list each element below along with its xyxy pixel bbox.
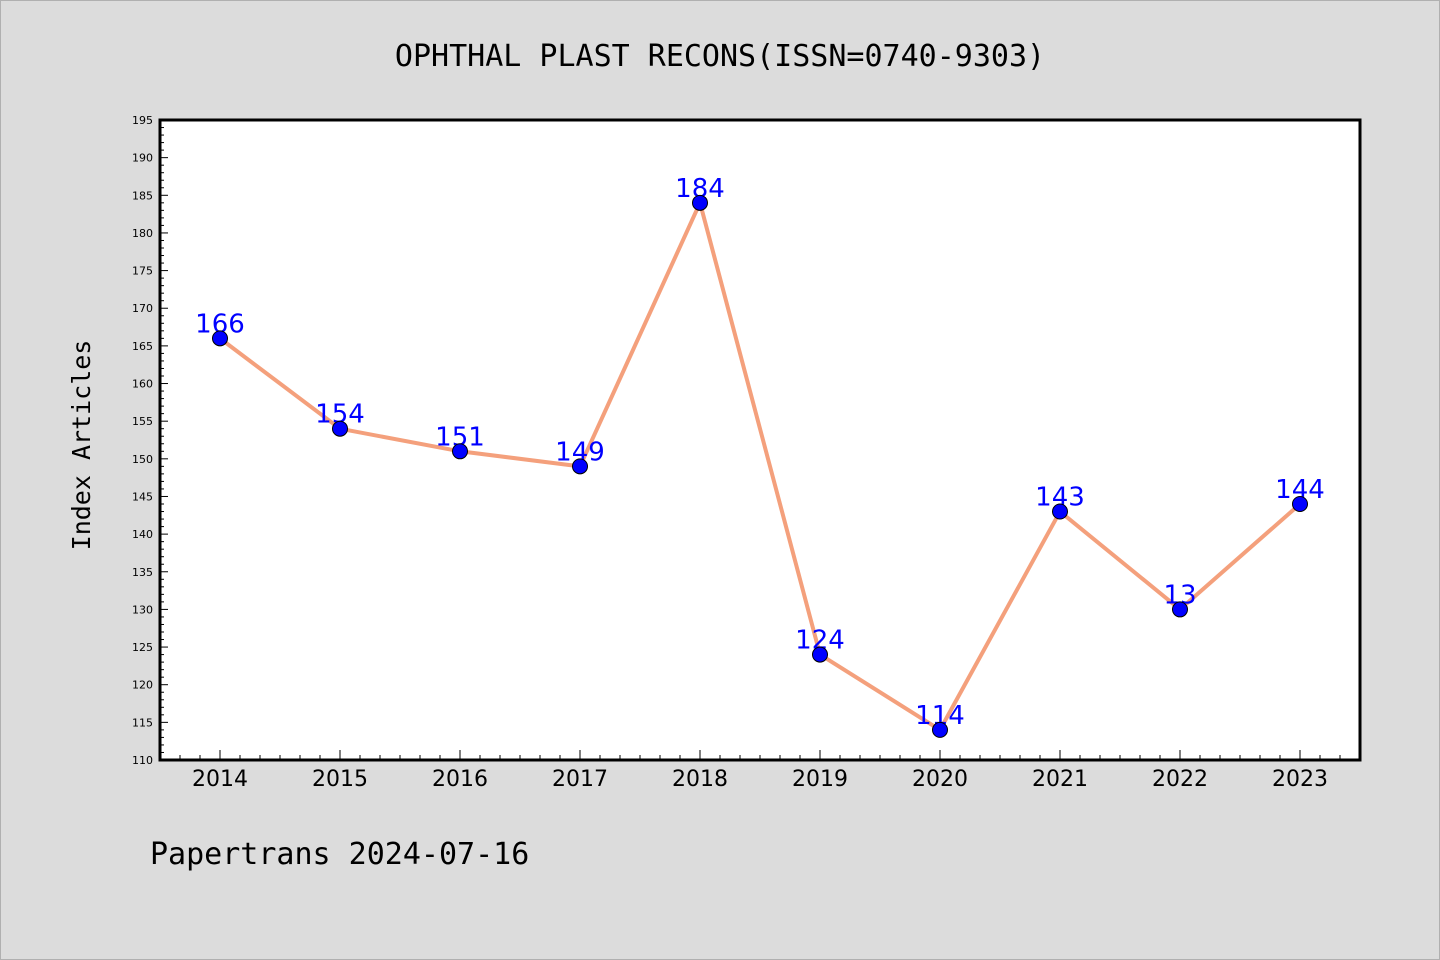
data-point	[1172, 601, 1188, 618]
x-tick-label: 2016	[432, 767, 488, 792]
x-tick-label: 2021	[1032, 767, 1088, 792]
y-tick-label: 175	[132, 265, 153, 278]
y-tick-label: 190	[132, 152, 153, 165]
y-tick-label: 170	[132, 302, 153, 315]
data-point	[572, 458, 588, 475]
series-line	[218, 200, 1302, 732]
footer-text: Papertrans 2024-07-16	[150, 837, 529, 872]
data-point	[332, 420, 348, 437]
y-tick-label: 180	[132, 227, 153, 240]
data-point	[932, 721, 948, 738]
chart-title: OPHTHAL PLAST RECONS(ISSN=0740-9303)	[395, 39, 1045, 74]
y-tick-label: 125	[132, 641, 153, 654]
x-tick-label: 2017	[552, 767, 608, 792]
y-axis-label: Index Articles	[67, 340, 96, 551]
data-point	[692, 194, 708, 211]
x-tick-label: 2018	[672, 767, 728, 792]
y-tick-label: 130	[132, 603, 153, 616]
x-tick-label: 2019	[792, 767, 848, 792]
y-tick-label: 120	[132, 679, 153, 692]
y-tick-label: 115	[132, 716, 153, 729]
x-tick-label: 2022	[1152, 767, 1208, 792]
y-axis: 110 115 120 125 130 135 140 145 150 155 160 165 170 1…	[132, 114, 168, 767]
y-tick-label: 140	[132, 528, 153, 541]
y-tick-label: 110	[132, 754, 153, 767]
x-tick-label: 2023	[1272, 767, 1328, 792]
y-tick-label: 150	[132, 453, 153, 466]
x-axis: 2014 2015 2016 2017 2018 2019 2020 2021 2022 2023	[179, 750, 1341, 792]
data-point	[212, 330, 228, 347]
y-tick-label: 135	[132, 566, 153, 579]
y-tick-label: 185	[132, 189, 153, 202]
x-tick-label: 2014	[192, 767, 248, 792]
y-tick-label: 155	[132, 415, 153, 428]
y-tick-label: 195	[132, 114, 153, 127]
y-tick-label: 145	[132, 490, 153, 503]
x-tick-label: 2020	[912, 767, 968, 792]
y-tick-label: 165	[132, 340, 153, 353]
x-tick-label: 2015	[312, 767, 368, 792]
data-point	[1052, 503, 1068, 520]
data-point	[1292, 496, 1308, 512]
data-point	[812, 646, 828, 663]
y-tick-label: 160	[132, 378, 153, 391]
plot-area	[158, 118, 1362, 762]
data-point	[452, 443, 468, 460]
